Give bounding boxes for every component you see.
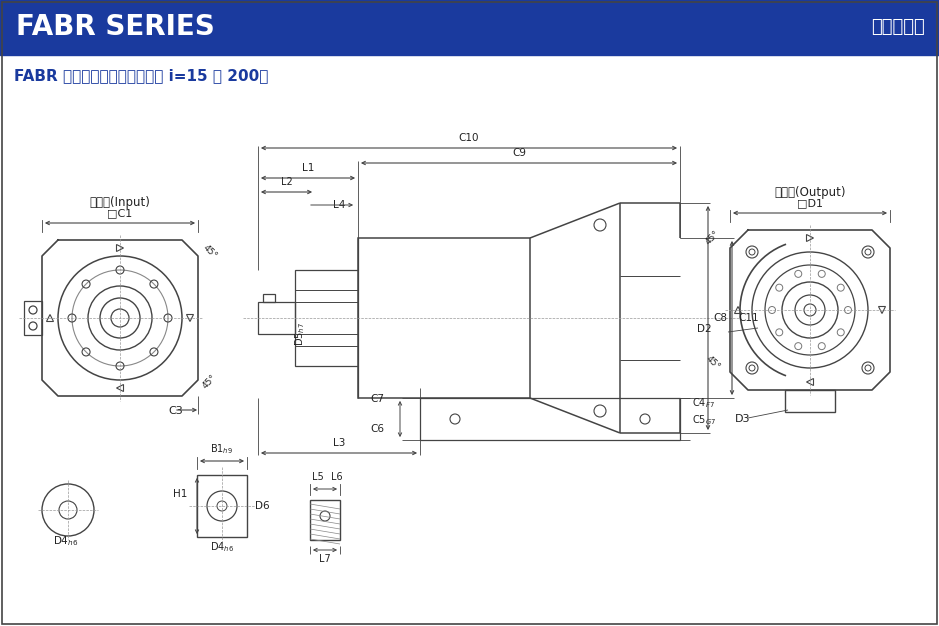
Text: D2: D2 (698, 324, 712, 334)
Text: D6: D6 (255, 501, 269, 511)
Bar (785, 390, 835, 412)
Bar (0, 0, 939, 55)
Text: D5$_{h7}$: D5$_{h7}$ (293, 322, 307, 346)
Text: 輸出端(Output): 輸出端(Output) (775, 186, 846, 199)
Text: C6: C6 (370, 424, 384, 434)
Bar (197, 475, 247, 537)
Bar (263, 294, 275, 302)
Text: 行星减速机: 行星减速机 (871, 18, 925, 36)
Text: L7: L7 (319, 554, 331, 564)
Text: 45°: 45° (201, 244, 219, 261)
Text: L2: L2 (281, 177, 292, 187)
Text: FABR 系列尺寸（双节，减速比 i=15 ～ 200）: FABR 系列尺寸（双节，减速比 i=15 ～ 200） (14, 68, 269, 83)
Bar (310, 500, 340, 540)
Text: 45°: 45° (201, 373, 219, 391)
Text: C8: C8 (713, 313, 727, 323)
Text: C7: C7 (370, 394, 384, 404)
Text: L4: L4 (333, 200, 346, 210)
Text: C10: C10 (459, 133, 479, 143)
Text: D4$_{h6}$: D4$_{h6}$ (210, 540, 234, 554)
Bar (295, 270, 358, 366)
Text: FABR SERIES: FABR SERIES (16, 13, 215, 41)
Bar (258, 302, 295, 334)
Text: C5$_{G7}$: C5$_{G7}$ (692, 413, 716, 427)
Text: 45°: 45° (704, 228, 721, 246)
Text: C9: C9 (512, 148, 526, 158)
Text: C4$_{F7}$: C4$_{F7}$ (692, 396, 715, 410)
Text: C3: C3 (168, 406, 183, 416)
Text: D4$_{h6}$: D4$_{h6}$ (54, 534, 79, 548)
Text: L3: L3 (332, 438, 346, 448)
Text: D3: D3 (735, 414, 750, 424)
Text: L6: L6 (331, 472, 343, 482)
Text: 輸入端(Input): 輸入端(Input) (89, 196, 150, 209)
Text: H1: H1 (173, 489, 187, 499)
Text: □C1: □C1 (107, 208, 132, 218)
Text: C11: C11 (738, 313, 759, 323)
Text: 45°: 45° (704, 354, 721, 372)
Bar (24, 301, 42, 335)
Bar (420, 398, 680, 440)
Text: L1: L1 (301, 163, 315, 173)
Text: □D1: □D1 (797, 198, 823, 208)
Text: L5: L5 (312, 472, 324, 482)
Bar (358, 238, 530, 398)
Text: B1$_{h9}$: B1$_{h9}$ (210, 442, 234, 456)
